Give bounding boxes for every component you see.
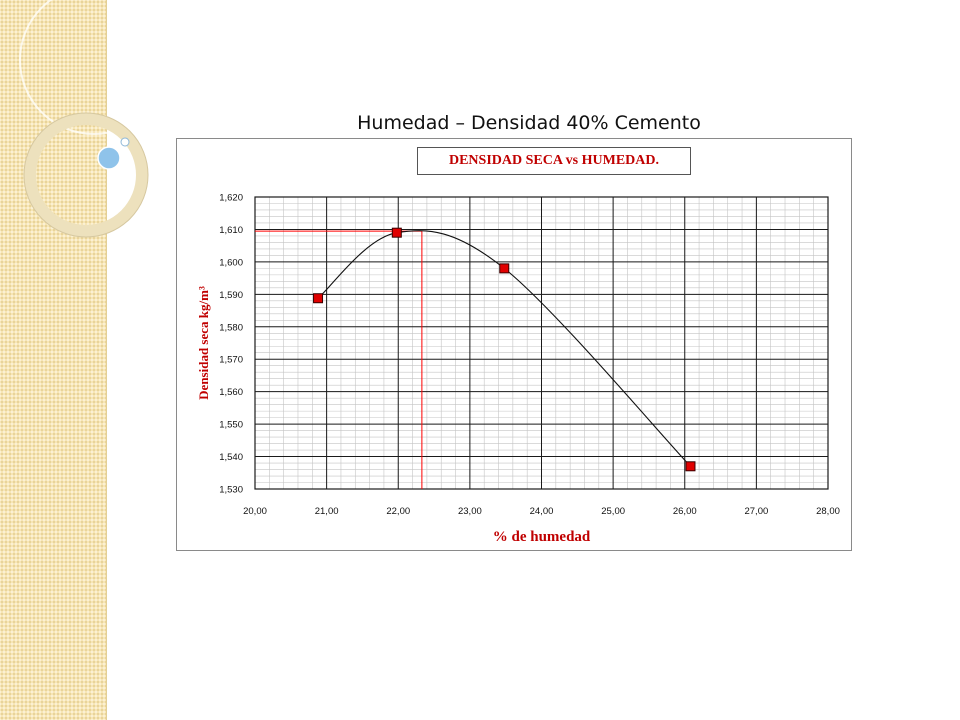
y-tick-label: 1,540 [219, 452, 243, 463]
x-tick-labels: 20,00 21,00 22,00 23,00 24,00 25,00 26,00 27,00… [243, 506, 840, 517]
y-tick-label: 1,600 [219, 257, 243, 268]
y-tick-label: 1,620 [219, 193, 243, 204]
decorative-ring-edge [23, 112, 149, 238]
data-points [313, 227, 696, 472]
x-tick-label: 22,00 [386, 506, 410, 517]
x-axis-label: % de humedad [493, 529, 591, 545]
density-moisture-chart: 1,530 1,540 1,550 1,560 1,570 1,580 1,590 1,600… [196, 193, 840, 546]
y-tick-label: 1,550 [219, 420, 243, 431]
fitted-curve [317, 230, 691, 467]
x-tick-label: 23,00 [458, 506, 482, 517]
x-tick-label: 20,00 [243, 506, 267, 517]
y-tick-label: 1,570 [219, 355, 243, 366]
x-tick-label: 21,00 [315, 506, 339, 517]
x-tick-label: 27,00 [744, 506, 768, 517]
y-tick-label: 1,590 [219, 290, 243, 301]
decorative-bubble-large [97, 146, 121, 170]
chart-title: DENSIDAD SECA vs HUMEDAD. [417, 147, 691, 175]
decorative-ring-outer [19, 0, 169, 135]
y-axis-label: Densidad seca kg/m³ [196, 286, 211, 400]
y-tick-label: 1,610 [219, 225, 243, 236]
y-tick-label: 1,530 [219, 485, 243, 496]
x-tick-label: 24,00 [530, 506, 554, 517]
data-point [391, 227, 402, 238]
plot-border [254, 196, 829, 490]
y-tick-labels: 1,530 1,540 1,550 1,560 1,570 1,580 1,590 1,600… [219, 193, 243, 496]
data-point [685, 461, 696, 472]
x-tick-label: 25,00 [601, 506, 625, 517]
slide-title: Humedad – Densidad 40% Cemento [357, 112, 701, 134]
decorative-rings [19, 0, 169, 238]
y-tick-label: 1,560 [219, 387, 243, 398]
y-tick-label: 1,580 [219, 322, 243, 333]
decorative-ring-inner [24, 113, 148, 237]
data-point [313, 293, 324, 304]
x-tick-label: 26,00 [673, 506, 697, 517]
chart-frame: 1,530 1,540 1,550 1,560 1,570 1,580 1,590 1,600… [176, 138, 852, 551]
series-curve [317, 230, 691, 467]
x-tick-label: 28,00 [816, 506, 840, 517]
major-gridlines [254, 196, 829, 490]
decorative-bubble-small [120, 137, 130, 147]
data-point [499, 263, 510, 274]
